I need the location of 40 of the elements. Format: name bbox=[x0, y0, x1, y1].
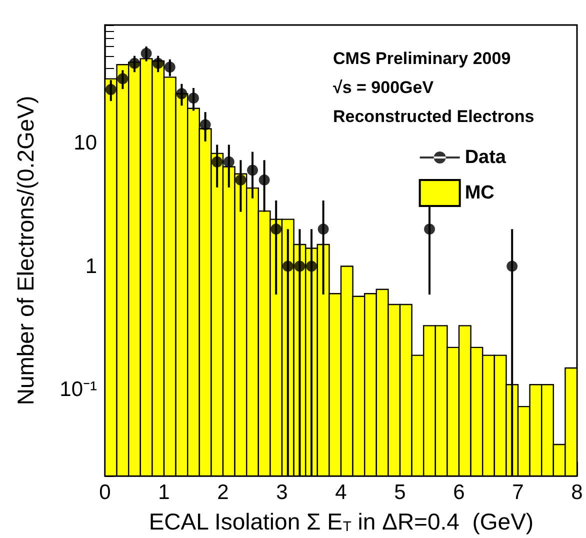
point bbox=[247, 164, 258, 176]
point bbox=[105, 84, 116, 96]
y-tick-label: 10 bbox=[74, 131, 97, 154]
annotation: Reconstructed Electrons bbox=[333, 107, 534, 126]
point bbox=[212, 156, 223, 168]
point bbox=[506, 260, 518, 272]
x-tick-label: 1 bbox=[158, 481, 170, 504]
x-tick-label: 5 bbox=[394, 481, 406, 504]
point bbox=[140, 48, 152, 59]
annotation: CMS Preliminary 2009 bbox=[333, 49, 511, 68]
x-tick-label: 3 bbox=[276, 481, 288, 504]
y-tick-label: 1 bbox=[85, 254, 97, 278]
point bbox=[223, 156, 234, 168]
x-tick-label: 6 bbox=[453, 481, 465, 504]
annotation: √s = 900GeV bbox=[333, 78, 434, 97]
x-tick-label: 8 bbox=[571, 481, 583, 504]
point bbox=[258, 174, 270, 186]
point bbox=[129, 58, 140, 69]
point bbox=[424, 224, 435, 235]
x-tick-label: 2 bbox=[217, 481, 229, 504]
point bbox=[235, 174, 246, 186]
x-axis-title: ECAL Isolation Σ ET in ΔR=0.4 (GeV) bbox=[148, 508, 534, 534]
point bbox=[152, 58, 164, 69]
x-tick-label: 0 bbox=[99, 481, 111, 504]
point bbox=[176, 88, 188, 100]
legend-label: Data bbox=[464, 147, 506, 168]
point bbox=[270, 224, 282, 235]
point bbox=[200, 119, 211, 130]
point bbox=[318, 224, 329, 235]
x-tick-label: 4 bbox=[335, 481, 348, 504]
y-axis-title: Number of Electrons/(0.2GeV) bbox=[12, 96, 38, 406]
legend-label: MC bbox=[464, 182, 495, 204]
point bbox=[306, 260, 317, 272]
y-tick-label: 10⁻¹ bbox=[60, 378, 97, 402]
point bbox=[164, 62, 176, 73]
x-tick-label: 7 bbox=[512, 481, 524, 504]
point bbox=[117, 73, 128, 84]
point bbox=[188, 92, 199, 104]
point bbox=[282, 260, 294, 272]
point bbox=[294, 260, 306, 272]
